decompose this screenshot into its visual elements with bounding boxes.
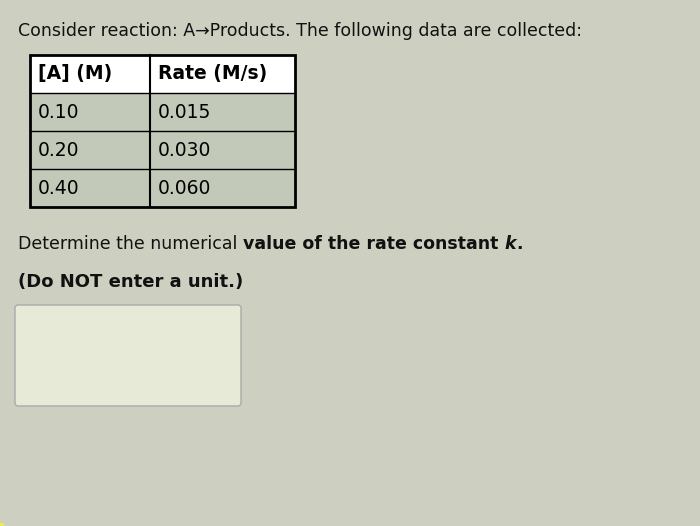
Bar [30, 55, 295, 207]
Bar [30, 93, 295, 131]
Text: [A] (M): [A] (M) [38, 65, 112, 84]
Text: k: k [504, 235, 516, 253]
Text: Rate (M/s): Rate (M/s) [158, 65, 267, 84]
Text: 0.030: 0.030 [158, 140, 211, 159]
Bar [30, 169, 295, 207]
Text: Determine the numerical: Determine the numerical [18, 235, 243, 253]
Bar [0, 523, 4, 526]
Bar [30, 55, 295, 93]
Text: 0.10: 0.10 [38, 103, 80, 122]
FancyBboxPatch shape [15, 305, 241, 406]
Text: 0.015: 0.015 [158, 103, 211, 122]
Text: Consider reaction: A→Products. The following data are collected:: Consider reaction: A→Products. The follo… [18, 22, 582, 40]
Text: 0.40: 0.40 [38, 178, 80, 197]
Text: 0.20: 0.20 [38, 140, 80, 159]
Text: 0.060: 0.060 [158, 178, 211, 197]
Text: .: . [516, 235, 522, 253]
Text: value of the rate constant: value of the rate constant [243, 235, 504, 253]
Bar [30, 131, 295, 169]
Text: (Do NOT enter a unit.): (Do NOT enter a unit.) [18, 273, 244, 291]
